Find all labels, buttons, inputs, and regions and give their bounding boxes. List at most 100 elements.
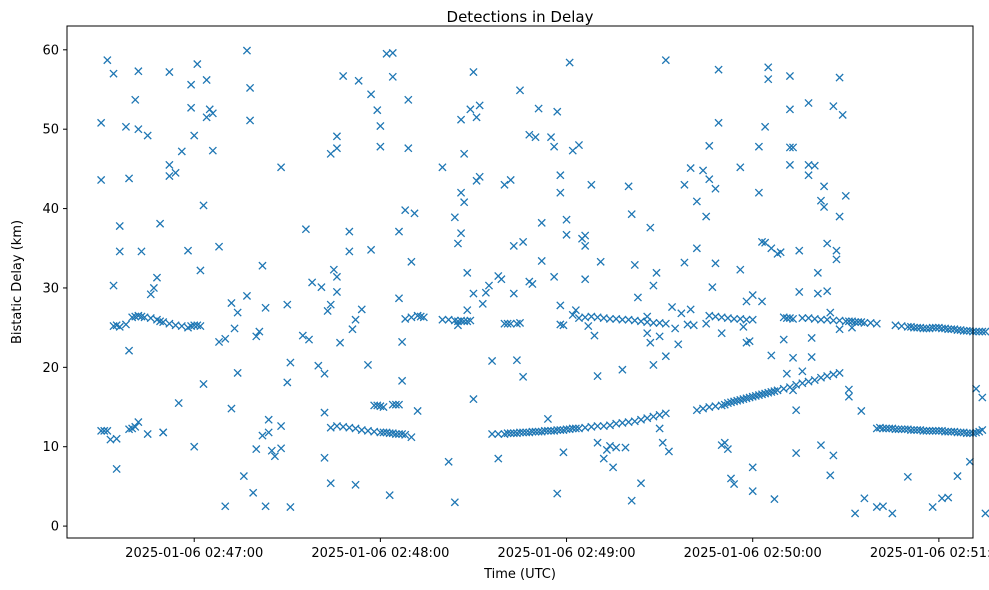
- detection-marker: [571, 424, 580, 433]
- detection-marker: [975, 327, 984, 336]
- detection-marker: [332, 272, 341, 281]
- detection-marker: [649, 318, 658, 327]
- detection-marker: [131, 95, 140, 104]
- detection-marker: [556, 301, 565, 310]
- detection-marker: [844, 385, 853, 394]
- detection-marker: [677, 309, 686, 318]
- detection-marker: [388, 48, 397, 58]
- detection-marker: [394, 227, 404, 236]
- detection-marker: [714, 118, 723, 127]
- detection-marker: [531, 427, 540, 436]
- detection-marker: [239, 472, 248, 481]
- detection-marker: [115, 247, 124, 256]
- detection-marker: [953, 428, 962, 437]
- detection-marker: [208, 146, 217, 155]
- detection-marker: [339, 71, 348, 81]
- detection-marker: [851, 509, 860, 518]
- axis-ticks: 0 10 20 30 40 50 60 2025-01-06 02:47:00 2025-01-…: [42, 43, 989, 561]
- detection-marker: [286, 358, 295, 367]
- detection-marker: [363, 360, 373, 370]
- detection-marker: [156, 219, 165, 228]
- detection-marker: [835, 212, 844, 221]
- detection-marker: [847, 323, 857, 332]
- x-tick-label: 2025-01-06 02:47:00: [125, 546, 263, 561]
- detection-marker: [512, 356, 521, 365]
- detection-marker: [124, 346, 134, 355]
- detection-marker: [705, 141, 714, 150]
- detection-marker: [258, 261, 267, 270]
- detection-marker: [515, 318, 525, 327]
- detection-marker: [829, 102, 838, 111]
- detection-marker: [456, 229, 466, 238]
- x-tick-label: 2025-01-06 02:49:00: [498, 546, 636, 561]
- detection-marker: [460, 198, 469, 207]
- detection-marker: [556, 171, 565, 180]
- chart-title: Detections in Delay: [447, 8, 594, 26]
- detection-marker: [813, 289, 822, 298]
- detection-marker: [702, 319, 711, 328]
- detection-marker: [816, 315, 826, 324]
- detection-marker: [959, 326, 968, 335]
- detection-marker: [146, 290, 155, 299]
- detection-marker: [444, 457, 453, 466]
- detection-marker: [785, 71, 794, 81]
- detection-marker: [475, 101, 484, 110]
- detection-marker: [165, 171, 174, 181]
- detection-marker: [277, 444, 286, 453]
- detection-marker: [655, 424, 664, 433]
- detection-marker: [702, 212, 711, 221]
- detection-marker: [726, 474, 736, 483]
- detection-marker: [826, 471, 835, 480]
- detection-marker: [906, 425, 916, 435]
- detection-marker: [838, 110, 847, 119]
- detection-marker: [776, 248, 785, 257]
- detection-marker: [121, 122, 131, 131]
- detection-marker: [534, 104, 543, 113]
- detection-marker: [190, 442, 199, 451]
- detection-marker: [506, 429, 515, 438]
- detection-marker: [367, 90, 376, 99]
- detection-marker: [332, 144, 341, 153]
- detection-marker: [748, 463, 757, 472]
- detection-marker: [792, 380, 801, 389]
- detection-marker: [730, 314, 739, 323]
- detection-marker: [798, 367, 807, 376]
- detection-marker: [851, 318, 860, 327]
- detection-marker: [944, 427, 953, 436]
- detection-marker: [832, 246, 841, 255]
- detection-marker: [531, 133, 540, 142]
- detection-marker: [903, 472, 912, 481]
- detection-marker: [109, 69, 118, 78]
- detection-marker: [401, 314, 410, 323]
- detection-marker: [190, 131, 199, 140]
- detection-marker: [528, 427, 537, 436]
- detection-marker: [649, 281, 658, 290]
- detection-marker: [252, 445, 261, 454]
- detection-marker: [829, 451, 838, 460]
- detection-marker: [804, 377, 813, 386]
- detection-marker: [401, 430, 410, 439]
- detection-marker: [277, 422, 286, 431]
- detection-marker: [376, 121, 385, 131]
- detection-marker: [345, 227, 354, 236]
- detection-marker: [351, 315, 360, 324]
- detection-marker: [453, 239, 463, 248]
- detection-marker: [354, 76, 363, 85]
- detection-marker: [267, 446, 276, 455]
- detection-marker: [109, 281, 118, 290]
- detection-marker: [283, 300, 292, 309]
- detection-marker: [593, 438, 602, 447]
- detection-marker: [149, 283, 158, 293]
- detection-marker: [689, 321, 698, 330]
- detection-marker: [798, 314, 807, 323]
- detection-marker: [494, 454, 503, 463]
- detection-marker: [165, 67, 174, 77]
- detection-marker: [519, 237, 528, 246]
- detection-marker: [242, 46, 252, 55]
- detection-marker: [112, 434, 121, 443]
- detection-marker: [928, 502, 937, 512]
- detection-marker: [860, 494, 869, 503]
- detection-marker: [748, 487, 757, 496]
- detection-marker: [587, 180, 596, 189]
- detection-marker: [674, 340, 683, 349]
